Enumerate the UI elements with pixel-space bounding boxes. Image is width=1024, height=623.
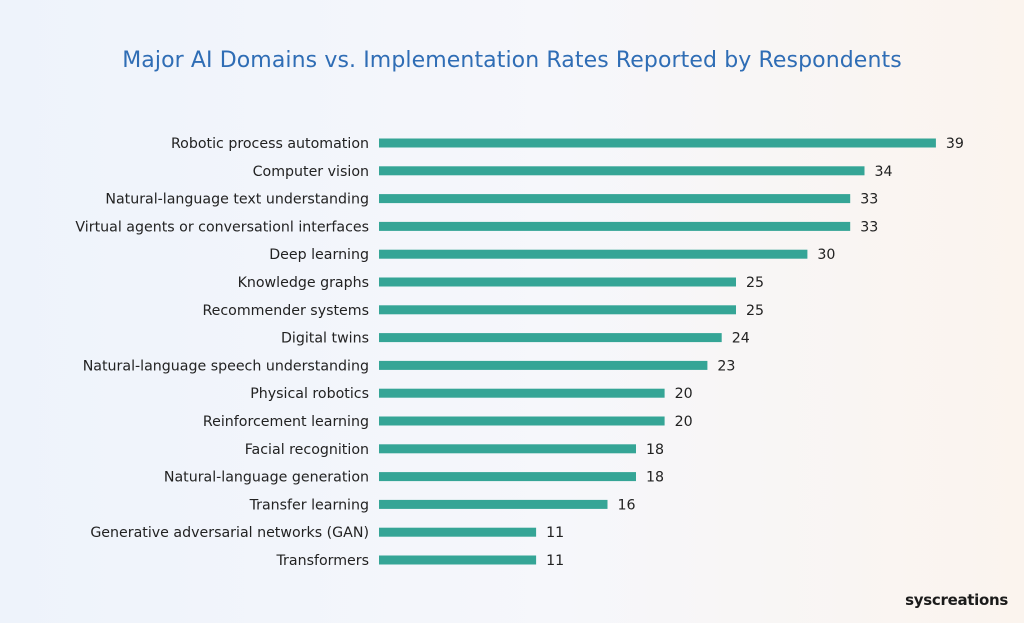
bar <box>379 221 851 231</box>
value-label: 34 <box>875 164 893 180</box>
brand-logo: syscreations <box>905 591 1008 609</box>
value-label: 11 <box>546 525 564 541</box>
bar <box>379 499 608 509</box>
value-label: 39 <box>946 136 964 152</box>
value-label: 30 <box>817 247 835 263</box>
category-label: Physical robotics <box>250 386 369 402</box>
chart-title: Major AI Domains vs. Implementation Rate… <box>122 48 902 73</box>
value-label: 20 <box>675 386 693 402</box>
value-label: 20 <box>675 414 693 430</box>
category-label: Recommender systems <box>202 303 369 319</box>
bar <box>379 333 722 343</box>
category-label: Computer vision <box>253 164 369 180</box>
bar <box>379 416 665 426</box>
bar <box>379 444 636 454</box>
bar <box>379 138 936 148</box>
category-label: Reinforcement learning <box>203 414 369 430</box>
category-label: Digital twins <box>281 331 369 347</box>
category-label: Facial recognition <box>245 442 369 458</box>
category-label: Natural-language text understanding <box>105 192 369 208</box>
bar <box>379 527 537 537</box>
value-label: 16 <box>618 497 636 513</box>
value-label: 11 <box>546 553 564 569</box>
bar <box>379 555 537 565</box>
value-label: 18 <box>646 470 664 486</box>
category-label: Generative adversarial networks (GAN) <box>90 525 369 541</box>
category-label: Robotic process automation <box>171 136 369 152</box>
category-label: Natural-language generation <box>164 470 369 486</box>
value-label: 33 <box>860 192 878 208</box>
bar <box>379 249 808 259</box>
bar <box>379 194 851 204</box>
category-label: Natural-language speech understanding <box>83 358 369 374</box>
category-label: Knowledge graphs <box>238 275 369 291</box>
value-label: 18 <box>646 442 664 458</box>
category-label: Deep learning <box>269 247 369 263</box>
bar <box>379 388 665 398</box>
bars-group <box>379 138 936 565</box>
value-label: 25 <box>746 303 764 319</box>
value-label: 25 <box>746 275 764 291</box>
bar <box>379 472 636 482</box>
category-label: Virtual agents or conversationl interfac… <box>75 219 369 235</box>
bar <box>379 360 708 370</box>
value-label: 24 <box>732 331 750 347</box>
value-label: 33 <box>860 219 878 235</box>
bar <box>379 277 736 287</box>
category-label: Transformers <box>275 553 369 569</box>
category-label: Transfer learning <box>249 497 369 513</box>
bar <box>379 305 736 315</box>
bar <box>379 166 865 176</box>
value-label: 23 <box>717 358 735 374</box>
value-labels-group: 39 34 33 33 30 25 25 24 23 20 20 18 18 16 11 11 <box>546 136 964 569</box>
category-labels-group: Robotic process automation Computer visio… <box>75 136 369 569</box>
